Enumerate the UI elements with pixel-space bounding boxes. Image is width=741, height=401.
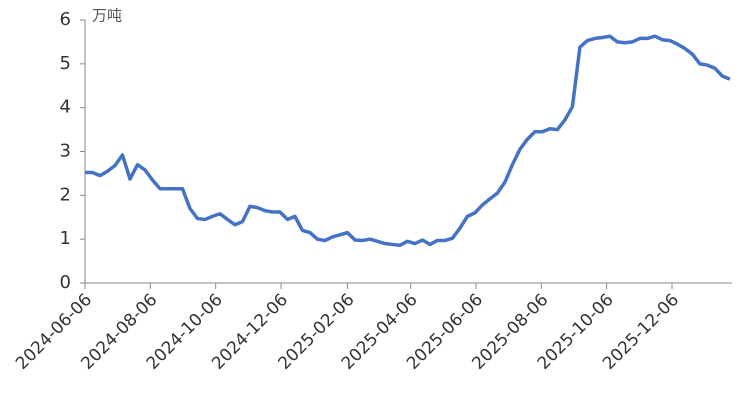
y-tick-label: 5	[60, 53, 71, 74]
line	[85, 34, 731, 248]
y-tick-label: 4	[60, 97, 71, 118]
y-tick-label: 6	[60, 9, 71, 30]
y-tick-label: 0	[60, 272, 71, 293]
y-tick-label: 1	[60, 228, 71, 249]
y-tick-label: 3	[60, 141, 71, 162]
y-axis-unit: 万吨	[92, 7, 122, 25]
y-tick-label: 2	[60, 184, 71, 205]
